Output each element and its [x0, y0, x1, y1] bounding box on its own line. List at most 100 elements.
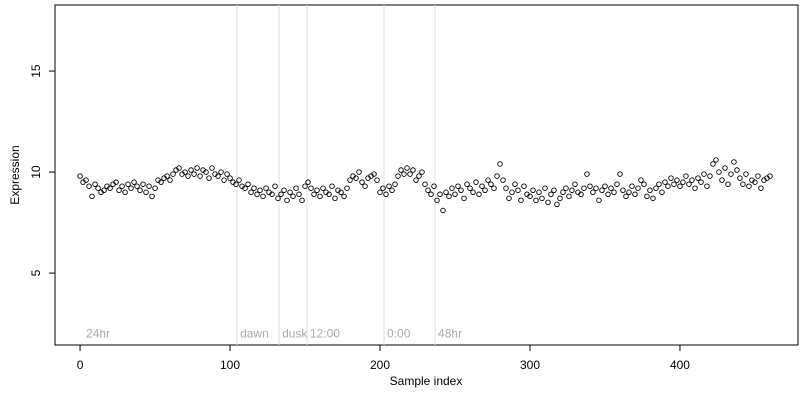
point [518, 197, 524, 204]
x-tick-label: 0 [77, 358, 84, 372]
point [125, 181, 131, 187]
point [122, 189, 128, 196]
point [287, 189, 293, 196]
point [242, 185, 248, 191]
annotation-label: 24hr [86, 326, 110, 340]
point [443, 189, 449, 196]
y-tick-label: 15 [29, 64, 43, 78]
point [257, 187, 263, 194]
point [494, 173, 500, 179]
point [635, 185, 641, 191]
point [329, 183, 335, 189]
point [665, 183, 671, 189]
point [113, 179, 119, 185]
point [134, 183, 140, 189]
point [677, 183, 683, 189]
point [194, 165, 200, 171]
point [722, 165, 728, 171]
point [608, 185, 614, 191]
point [491, 185, 497, 191]
point [278, 191, 284, 198]
point [488, 181, 494, 187]
point [671, 181, 677, 187]
point [536, 189, 542, 196]
x-tick-label: 200 [370, 358, 390, 372]
y-axis-label: Expression [8, 145, 22, 204]
point [413, 177, 419, 183]
point [263, 185, 269, 191]
point [521, 183, 527, 189]
point [611, 189, 617, 196]
point [284, 197, 290, 204]
point [581, 185, 587, 191]
point [719, 177, 725, 183]
point [176, 165, 182, 171]
point [668, 175, 674, 181]
point [482, 187, 488, 194]
point [605, 191, 611, 198]
point [116, 187, 122, 194]
point [341, 193, 347, 200]
point [461, 195, 467, 202]
point [251, 185, 257, 191]
point [89, 193, 95, 200]
point [344, 185, 350, 191]
point [218, 169, 224, 175]
plot-frame [54, 4, 799, 346]
point [686, 181, 692, 187]
point [515, 187, 521, 194]
point [584, 171, 590, 177]
point [596, 197, 602, 204]
point [599, 187, 605, 194]
point [248, 189, 254, 196]
point [728, 171, 734, 177]
point [254, 191, 260, 198]
point [725, 181, 731, 187]
y-tick-label: 10 [29, 165, 43, 179]
point [353, 175, 359, 181]
point [209, 165, 215, 171]
point [428, 191, 434, 198]
point [479, 183, 485, 189]
point [77, 173, 83, 179]
point [731, 159, 737, 165]
point [374, 177, 380, 183]
point [236, 177, 242, 183]
point [182, 169, 188, 175]
point [128, 185, 134, 191]
point [299, 197, 305, 204]
point [317, 193, 323, 200]
point [470, 189, 476, 196]
point [386, 183, 392, 189]
point [362, 183, 368, 189]
point [485, 177, 491, 183]
point [554, 201, 560, 208]
point [473, 179, 479, 185]
point [422, 181, 428, 187]
point [656, 181, 662, 187]
point [593, 185, 599, 191]
annotation-label: 48hr [438, 326, 462, 340]
point [644, 193, 650, 200]
point [314, 187, 320, 194]
point [377, 189, 383, 196]
point [308, 185, 314, 191]
point [758, 185, 764, 191]
point [383, 191, 389, 198]
point [617, 171, 623, 177]
x-tick-label: 400 [670, 358, 690, 372]
point [674, 177, 680, 183]
point [320, 185, 326, 191]
point [716, 169, 722, 175]
point [203, 169, 209, 175]
point [572, 181, 578, 187]
point [539, 195, 545, 202]
point [380, 185, 386, 191]
point [569, 187, 575, 194]
point [290, 193, 296, 200]
point [467, 185, 473, 191]
point [653, 185, 659, 191]
point [647, 187, 653, 194]
point [641, 181, 647, 187]
point [143, 189, 149, 196]
